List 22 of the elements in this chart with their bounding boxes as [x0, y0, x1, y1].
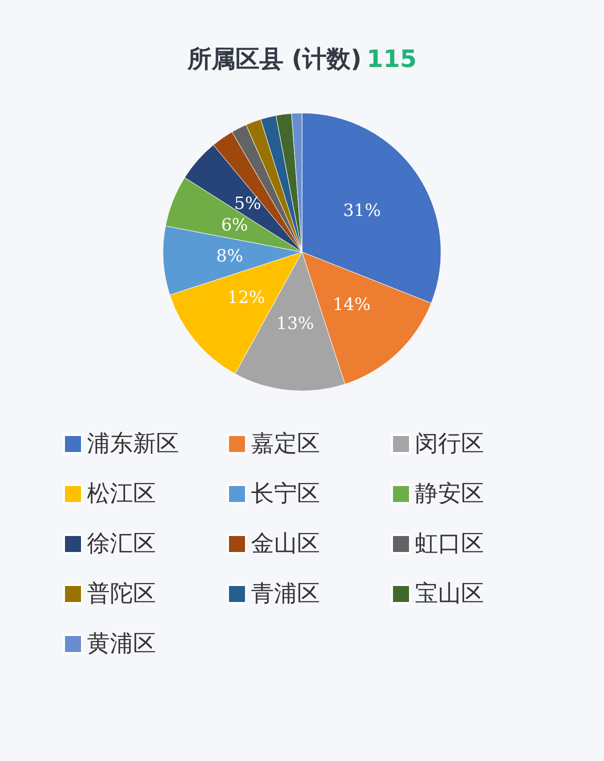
data-label: 5% — [234, 194, 262, 214]
legend-label: 青浦区 — [251, 581, 320, 607]
legend-label: 松江区 — [87, 481, 156, 507]
legend-label: 长宁区 — [251, 481, 320, 507]
legend-label: 宝山区 — [415, 581, 484, 607]
legend-label: 金山区 — [251, 531, 320, 557]
data-label: 12% — [227, 288, 266, 308]
legend-label: 虹口区 — [415, 531, 484, 557]
chart-subtitle: 115 — [366, 45, 417, 73]
legend-label: 黄浦区 — [87, 631, 156, 657]
legend-label: 普陀区 — [87, 581, 156, 607]
legend-label: 浦东新区 — [87, 431, 179, 457]
data-label: 14% — [332, 294, 371, 315]
chart-title: 所属区县 (计数) — [186, 45, 362, 73]
legend-label: 静安区 — [415, 481, 484, 507]
legend-label: 闵行区 — [415, 431, 484, 457]
legend-label: 嘉定区 — [251, 431, 320, 457]
data-label: 31% — [343, 201, 381, 222]
data-label: 6% — [221, 215, 248, 236]
data-label: 8% — [216, 246, 244, 267]
legend-label: 徐汇区 — [87, 531, 156, 557]
data-label: 13% — [276, 314, 314, 334]
